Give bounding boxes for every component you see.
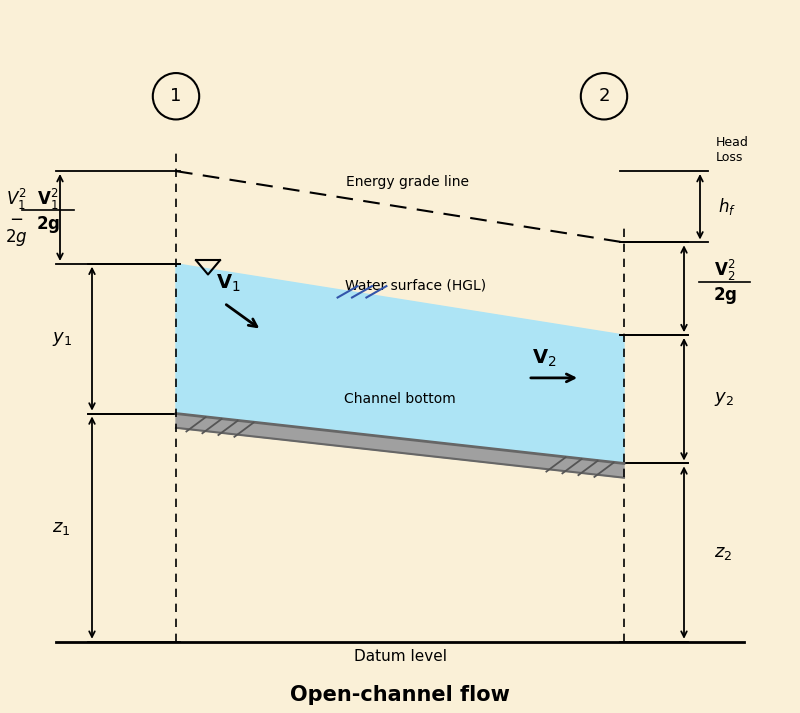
Text: $z_1$: $z_1$	[53, 518, 70, 537]
Text: $\mathbf{2g}$: $\mathbf{2g}$	[713, 285, 737, 307]
Text: Energy grade line: Energy grade line	[346, 175, 470, 189]
Text: Datum level: Datum level	[354, 649, 446, 664]
Polygon shape	[176, 414, 624, 478]
Text: $\mathbf{V}_2$: $\mathbf{V}_2$	[532, 348, 557, 369]
Text: $y_1$: $y_1$	[52, 329, 71, 348]
Text: 2: 2	[598, 87, 610, 106]
Text: $y_2$: $y_2$	[714, 390, 734, 409]
Polygon shape	[176, 264, 624, 463]
Text: $V_1^2$
─
$2g$: $V_1^2$ ─ $2g$	[5, 187, 27, 248]
Text: 1: 1	[170, 87, 182, 106]
Text: $z_2$: $z_2$	[714, 543, 733, 562]
Text: $\mathbf{V}_2^2$: $\mathbf{V}_2^2$	[714, 258, 735, 284]
Text: $h_f$: $h_f$	[718, 196, 736, 217]
Text: $\mathbf{2g}$: $\mathbf{2g}$	[36, 214, 60, 235]
Text: $\mathbf{V}_1$: $\mathbf{V}_1$	[216, 273, 241, 294]
Text: Water surface (HGL): Water surface (HGL)	[346, 278, 486, 292]
Text: Channel bottom: Channel bottom	[344, 392, 456, 406]
Text: $\mathbf{V}_1^2$: $\mathbf{V}_1^2$	[38, 187, 58, 212]
Text: Open-channel flow: Open-channel flow	[290, 685, 510, 705]
Text: Head
Loss: Head Loss	[716, 136, 749, 164]
